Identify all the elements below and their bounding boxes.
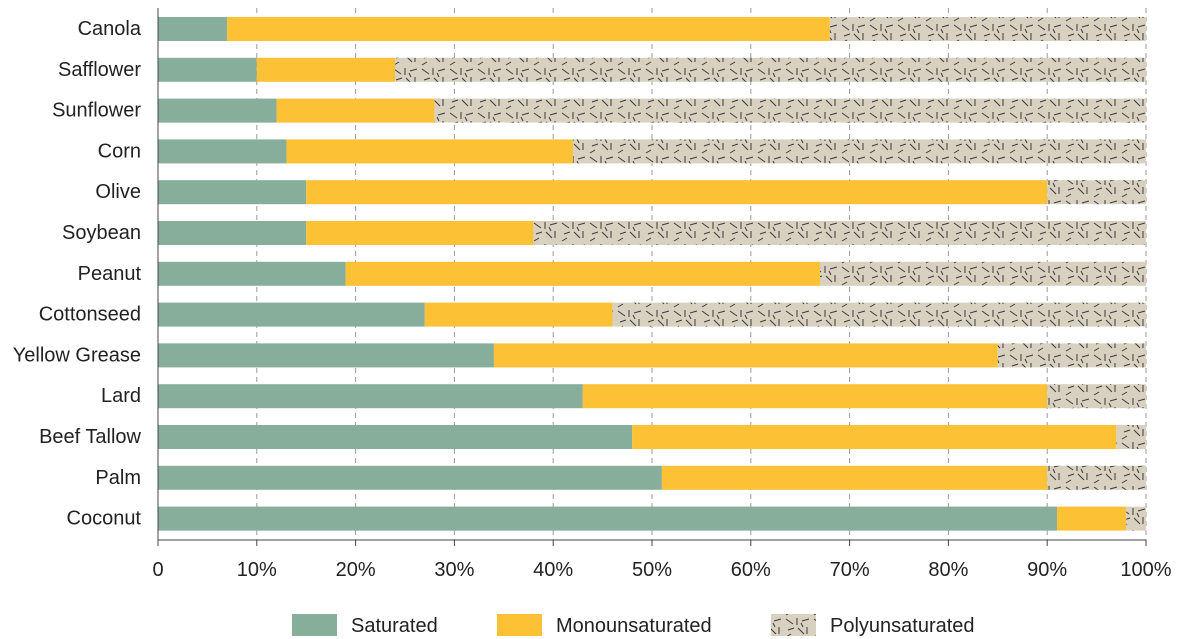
category-label: Coconut <box>67 508 142 530</box>
x-tick-label: 0 <box>152 559 163 581</box>
legend-label-monounsaturated: Monounsaturated <box>556 615 712 637</box>
bar-saturated-cottonseed <box>158 302 425 327</box>
x-tick-label: 10% <box>237 559 277 581</box>
legend-label-saturated: Saturated <box>351 615 438 637</box>
bar-monounsaturated-cottonseed <box>424 302 613 327</box>
bar-polyunsaturated-cottonseed <box>612 302 1146 327</box>
x-tick-label: 80% <box>928 559 968 581</box>
legend-swatch-saturated <box>292 614 337 636</box>
category-label: Olive <box>95 181 141 203</box>
bar-monounsaturated-peanut <box>345 261 820 286</box>
bar-saturated-peanut <box>158 261 346 286</box>
x-tick-label: 70% <box>830 559 870 581</box>
bar-monounsaturated-sunflower <box>276 98 435 123</box>
category-label: Yellow Grease <box>13 344 141 366</box>
bar-monounsaturated-beef-tallow <box>632 425 1117 449</box>
bar-saturated-olive <box>158 180 307 205</box>
bar-saturated-safflower <box>158 57 257 82</box>
x-axis-ticks: 0 10% 20% 30% 40% 50% 60% 70% 80% 90% 100% <box>152 540 1172 581</box>
bar-monounsaturated-yellow-grease <box>493 343 998 368</box>
bar-monounsaturated-coconut <box>1057 506 1127 531</box>
legend: Saturated Monounsaturated Polyunsaturated <box>292 614 975 637</box>
bar-polyunsaturated-olive <box>1047 180 1146 205</box>
bar-saturated-coconut <box>158 506 1058 531</box>
bar-polyunsaturated-peanut <box>819 261 1146 286</box>
bars <box>158 17 1146 531</box>
category-label: Canola <box>78 18 142 40</box>
bar-saturated-lard <box>158 384 583 409</box>
legend-swatch-monounsaturated <box>497 614 542 636</box>
bar-polyunsaturated-yellow-grease <box>997 343 1146 368</box>
bar-polyunsaturated-lard <box>1047 384 1146 409</box>
bar-saturated-soybean <box>158 221 307 245</box>
bar-monounsaturated-lard <box>582 384 1048 409</box>
category-labels: Canola Safflower Sunflower Corn Olive Soybean… <box>13 18 142 530</box>
bar-monounsaturated-safflower <box>256 57 396 82</box>
category-label: Cottonseed <box>39 304 141 326</box>
bar-polyunsaturated-sunflower <box>434 98 1146 123</box>
bar-monounsaturated-canola <box>227 17 830 41</box>
bar-polyunsaturated-palm <box>1047 465 1146 490</box>
category-label: Corn <box>98 140 141 162</box>
bar-saturated-beef-tallow <box>158 425 633 449</box>
category-label: Soybean <box>62 222 141 244</box>
bar-saturated-yellow-grease <box>158 343 494 368</box>
x-tick-label: 90% <box>1027 559 1067 581</box>
x-tick-label: 100% <box>1120 559 1171 581</box>
bar-polyunsaturated-soybean <box>533 221 1146 245</box>
bar-polyunsaturated-corn <box>572 139 1146 164</box>
category-label: Palm <box>95 467 141 489</box>
bar-polyunsaturated-beef-tallow <box>1116 425 1146 449</box>
bar-saturated-palm <box>158 465 662 490</box>
bar-saturated-corn <box>158 139 287 164</box>
legend-swatch-polyunsaturated <box>771 614 816 636</box>
category-label: Lard <box>101 385 141 407</box>
x-tick-label: 40% <box>533 559 573 581</box>
x-tick-label: 20% <box>336 559 376 581</box>
bar-saturated-sunflower <box>158 98 277 123</box>
category-label: Safflower <box>58 59 141 81</box>
x-tick-label: 50% <box>632 559 672 581</box>
category-label: Peanut <box>78 263 142 285</box>
bar-polyunsaturated-canola <box>829 17 1146 41</box>
bar-monounsaturated-olive <box>306 180 1048 205</box>
bar-monounsaturated-soybean <box>306 221 534 245</box>
bar-saturated-canola <box>158 17 228 41</box>
legend-label-polyunsaturated: Polyunsaturated <box>830 615 975 637</box>
bar-polyunsaturated-safflower <box>395 57 1146 82</box>
category-label: Sunflower <box>52 100 141 122</box>
bar-monounsaturated-palm <box>661 465 1048 490</box>
x-tick-label: 30% <box>434 559 474 581</box>
bar-monounsaturated-corn <box>286 139 573 164</box>
x-tick-label: 60% <box>731 559 771 581</box>
bar-polyunsaturated-coconut <box>1126 506 1146 531</box>
category-label: Beef Tallow <box>39 426 141 448</box>
